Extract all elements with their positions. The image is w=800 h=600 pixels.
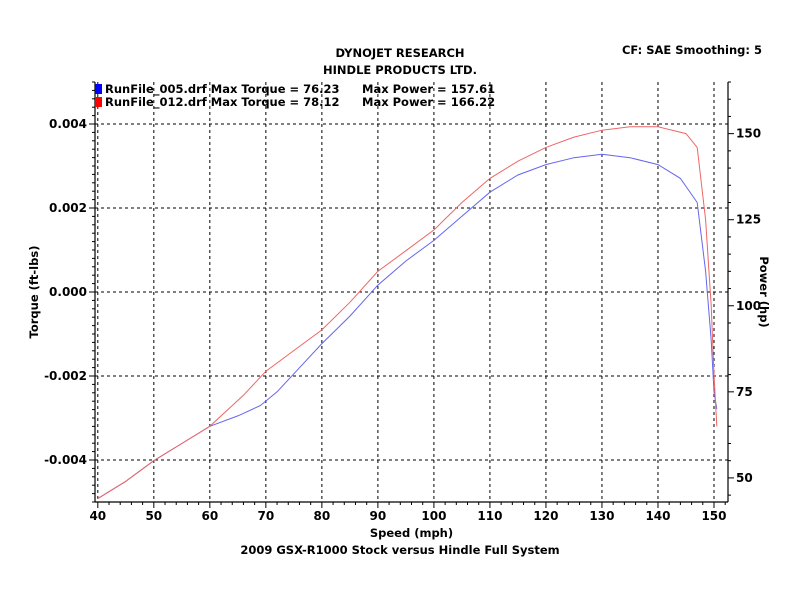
x-tick-label: 110 bbox=[477, 509, 502, 523]
y-right-tick-label: 100 bbox=[736, 299, 761, 313]
chart-title-line1: DYNOJET RESEARCH bbox=[335, 46, 465, 60]
y-left-axis-label: Torque (ft-lbs) bbox=[27, 246, 41, 339]
y-left-tick-label: 0.000 bbox=[49, 285, 87, 299]
legend-max-power: Max Power = 166.22 bbox=[362, 95, 495, 109]
x-tick-label: 70 bbox=[258, 509, 275, 523]
chart-caption: 2009 GSX-R1000 Stock versus Hindle Full … bbox=[240, 543, 560, 557]
y-right-axis-label: Power (hp) bbox=[757, 256, 771, 327]
x-tick-label: 100 bbox=[421, 509, 446, 523]
x-tick-label: 40 bbox=[89, 509, 106, 523]
x-tick-label: 140 bbox=[645, 509, 670, 523]
series-line bbox=[97, 153, 718, 500]
legend-swatch bbox=[95, 97, 102, 107]
legend-max-power: Max Power = 157.61 bbox=[362, 82, 495, 96]
legend-label: RunFile_012.drf Max Torque = 78.12 bbox=[105, 95, 340, 110]
y-right-tick-label: 125 bbox=[736, 213, 761, 227]
y-right-tick-label: 75 bbox=[736, 385, 753, 399]
x-tick-label: 150 bbox=[701, 509, 726, 523]
y-left-tick-label: 0.002 bbox=[49, 201, 87, 215]
legend-swatch bbox=[95, 84, 102, 94]
series-line bbox=[97, 126, 718, 500]
x-tick-label: 80 bbox=[314, 509, 331, 523]
y-left-tick-label: -0.002 bbox=[44, 369, 87, 383]
y-left-tick-label: -0.004 bbox=[44, 453, 87, 467]
x-tick-label: 90 bbox=[370, 509, 387, 523]
x-axis-label: Speed (mph) bbox=[370, 526, 453, 540]
x-tick-label: 120 bbox=[533, 509, 558, 523]
x-tick-label: 50 bbox=[145, 509, 162, 523]
x-tick-label: 130 bbox=[589, 509, 614, 523]
y-right-tick-label: 150 bbox=[736, 127, 761, 141]
x-tick-label: 60 bbox=[201, 509, 218, 523]
y-left-tick-label: 0.004 bbox=[49, 117, 87, 131]
y-right-tick-label: 50 bbox=[736, 471, 753, 485]
legend-label: RunFile_005.drf Max Torque = 76.23 bbox=[105, 82, 340, 97]
chart-title-line2: HINDLE PRODUCTS LTD. bbox=[323, 63, 477, 77]
correction-settings: CF: SAE Smoothing: 5 bbox=[621, 43, 762, 57]
